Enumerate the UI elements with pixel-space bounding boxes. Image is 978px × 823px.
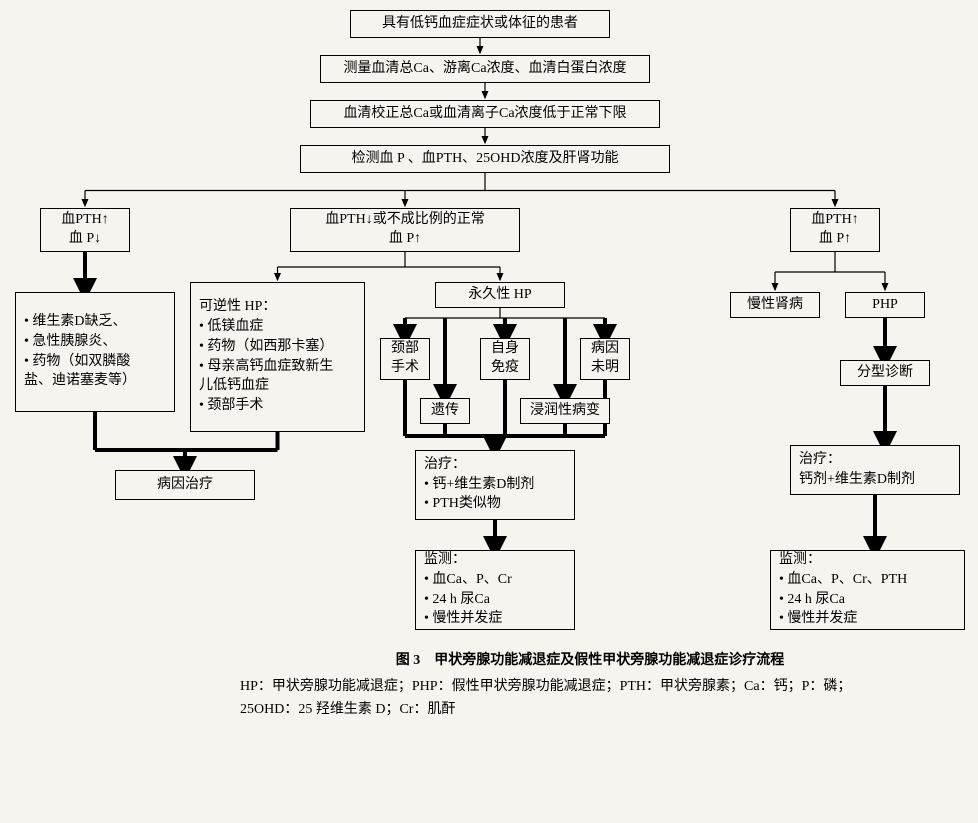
node-monitor-hp: 监测： • 血Ca、P、Cr • 24 h 尿Ca • 慢性并发症 [415, 550, 575, 630]
node-monitor-php: 监测： • 血Ca、P、Cr、PTH • 24 h 尿Ca • 慢性并发症 [770, 550, 965, 630]
node-reversible-hp: 可逆性 HP： • 低镁血症 • 药物（如西那卡塞） • 母亲高钙血症致新生 儿… [190, 282, 365, 432]
node-measure-serum: 测量血清总Ca、游离Ca浓度、血清白蛋白浓度 [320, 55, 650, 83]
node-php: PHP [845, 292, 925, 318]
node-cause-treatment: 病因治疗 [115, 470, 255, 500]
node-treatment-hp: 治疗： • 钙+维生素D制剂 • PTH类似物 [415, 450, 575, 520]
node-corrected-ca-low: 血清校正总Ca或血清离子Ca浓度低于正常下限 [310, 100, 660, 128]
node-test-p-pth-25ohd: 检测血 P 、血PTH、25OHD浓度及肝肾功能 [300, 145, 670, 173]
node-unknown-cause: 病因未明 [580, 338, 630, 380]
node-pth-up-p-down: 血PTH↑血 P↓ [40, 208, 130, 252]
node-patient-symptoms: 具有低钙血症症状或体征的患者 [350, 10, 610, 38]
node-infiltrative: 浸润性病变 [520, 398, 610, 424]
node-pth-up-p-up: 血PTH↑血 P↑ [790, 208, 880, 252]
node-permanent-hp: 永久性 HP [435, 282, 565, 308]
node-ckd: 慢性肾病 [730, 292, 820, 318]
node-neck-surgery: 颈部手术 [380, 338, 430, 380]
node-genetic: 遗传 [420, 398, 470, 424]
caption-legend: HP：甲状旁腺功能减退症；PHP：假性甲状旁腺功能减退症；PTH：甲状旁腺素；C… [240, 676, 940, 721]
node-pth-down-p-up: 血PTH↓或不成比例的正常血 P↑ [290, 208, 520, 252]
figure-caption: 图 3 甲状旁腺功能减退症及假性甲状旁腺功能减退症诊疗流程 HP：甲状旁腺功能减… [240, 650, 940, 721]
node-autoimmune: 自身免疫 [480, 338, 530, 380]
node-treatment-php: 治疗： 钙剂+维生素D制剂 [790, 445, 960, 495]
node-subtype-diagnosis: 分型诊断 [840, 360, 930, 386]
node-vitd-deficiency: • 维生素D缺乏、 • 急性胰腺炎、 • 药物（如双膦酸 盐、迪诺塞麦等） [15, 292, 175, 412]
flowchart-diagram: 具有低钙血症症状或体征的患者 测量血清总Ca、游离Ca浓度、血清白蛋白浓度 血清… [10, 10, 968, 750]
